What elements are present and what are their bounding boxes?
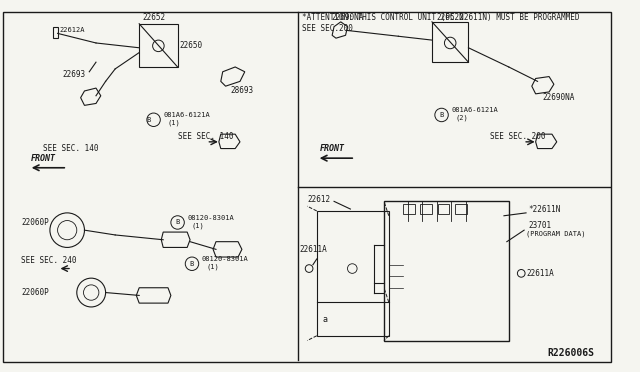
Text: (1): (1): [206, 263, 219, 270]
Text: R226006S: R226006S: [547, 348, 594, 358]
Text: (2): (2): [456, 115, 468, 121]
Text: FRONT: FRONT: [31, 154, 56, 163]
Text: 08120-8301A: 08120-8301A: [202, 256, 248, 262]
Text: B: B: [440, 112, 444, 118]
Text: 22650: 22650: [179, 41, 203, 50]
Text: *22611N: *22611N: [528, 205, 561, 214]
Text: 23701: 23701: [528, 221, 551, 230]
Text: 081A6-6121A: 081A6-6121A: [451, 107, 498, 113]
Text: B: B: [147, 117, 151, 123]
Text: 28693: 28693: [230, 86, 253, 96]
Text: B: B: [190, 261, 194, 267]
Text: 22690NA: 22690NA: [542, 93, 575, 102]
Text: SEE SEC. 140: SEE SEC. 140: [177, 132, 233, 141]
Text: 22690NA: 22690NA: [331, 13, 364, 22]
Text: SEE SEC. 200: SEE SEC. 200: [490, 132, 545, 141]
Text: 08120-8301A: 08120-8301A: [187, 215, 234, 221]
Text: 22652: 22652: [142, 13, 165, 22]
Text: 22060P: 22060P: [21, 218, 49, 227]
Text: FRONT: FRONT: [319, 144, 345, 153]
Text: (PROGRAM DATA): (PROGRAM DATA): [526, 231, 586, 237]
Text: B: B: [175, 219, 180, 225]
Text: 22611A: 22611A: [300, 245, 327, 254]
Text: 22693: 22693: [62, 70, 86, 79]
Text: SEE SEC. 240: SEE SEC. 240: [21, 256, 77, 265]
Text: (1): (1): [192, 222, 205, 229]
Text: 22060P: 22060P: [21, 288, 49, 297]
Text: (1): (1): [168, 119, 180, 126]
Text: SEE SEC.200: SEE SEC.200: [302, 24, 353, 33]
Text: 22612: 22612: [307, 195, 330, 204]
Text: SEE SEC. 140: SEE SEC. 140: [43, 144, 99, 153]
Text: 22611A: 22611A: [526, 269, 554, 278]
Text: *ATTENTION: THIS CONTROL UNIT (PC 22611N) MUST BE PROGRAMMED: *ATTENTION: THIS CONTROL UNIT (PC 22611N…: [302, 13, 580, 22]
Text: 22612A: 22612A: [60, 28, 85, 33]
Text: 081A6-6121A: 081A6-6121A: [163, 112, 210, 118]
Text: 22652N: 22652N: [436, 13, 465, 22]
Text: a: a: [323, 315, 328, 324]
